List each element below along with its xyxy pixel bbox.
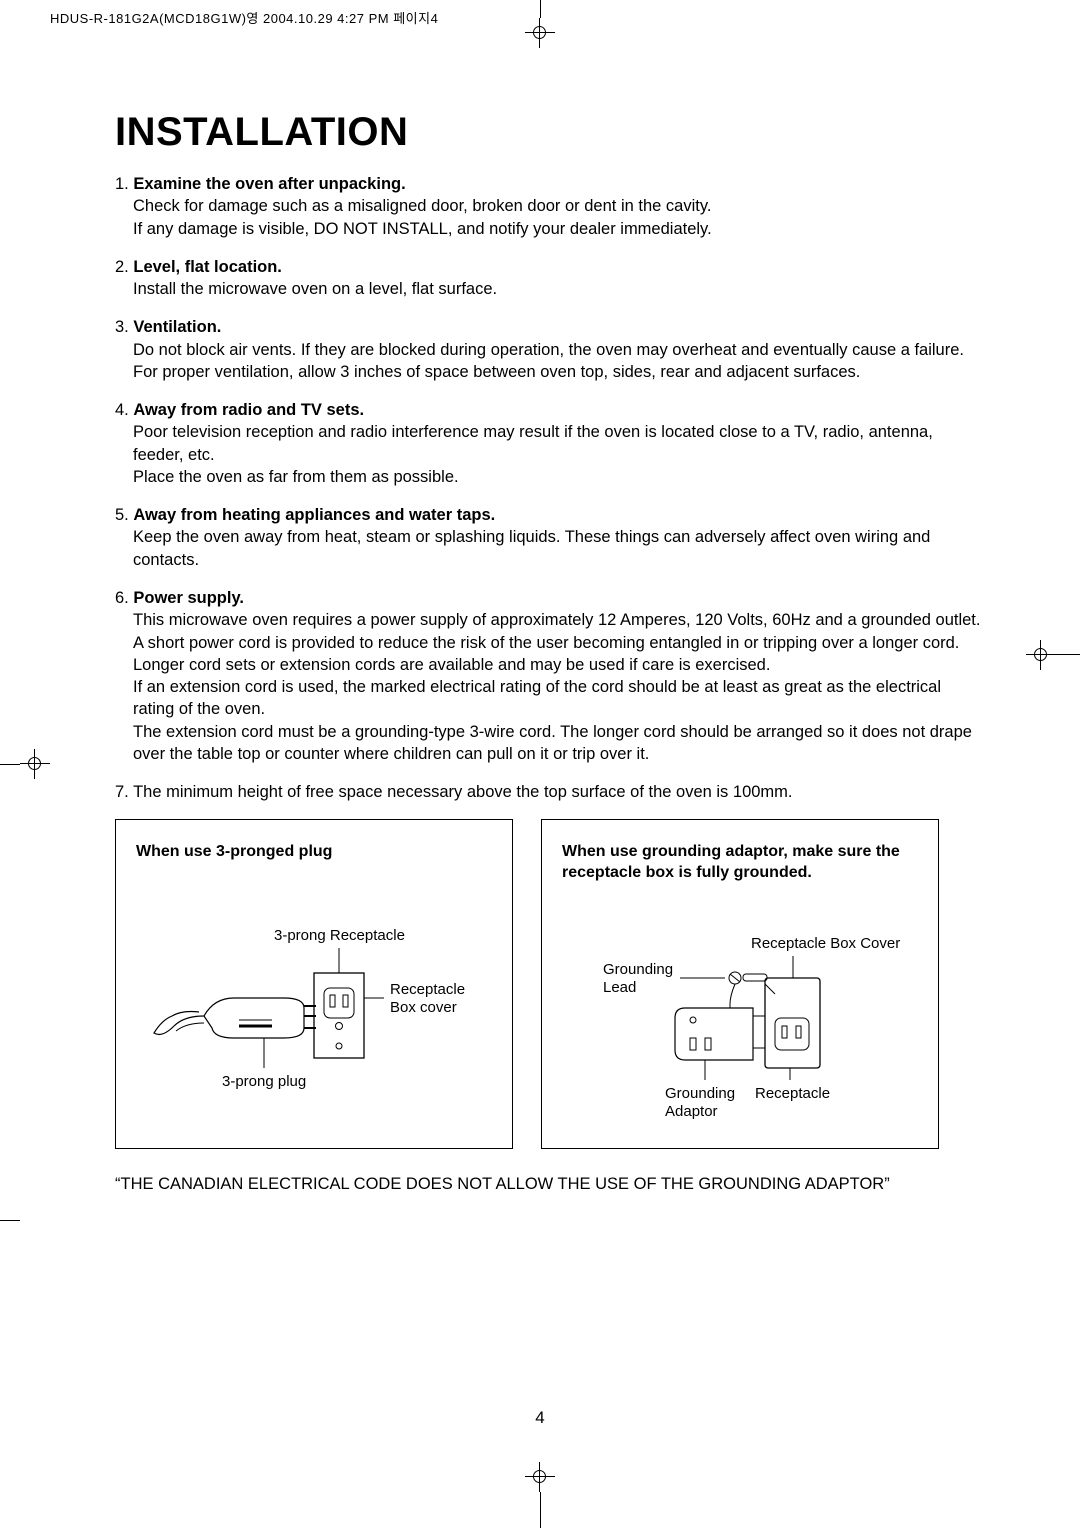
page-content: INSTALLATION 1. Examine the oven after u… [115,110,985,1194]
crop-mark-right [1026,640,1056,670]
item-number: 6. [115,589,129,607]
item-heading: Power supply. [133,589,244,607]
item-body: The minimum height of free space necessa… [133,783,792,801]
label-box-cover: Receptacle [390,981,465,998]
item-heading: Examine the oven after unpacking. [133,175,405,193]
item-heading: Away from radio and TV sets. [133,401,364,419]
item-body: Poor television reception and radio inte… [115,421,985,488]
item-body: Check for damage such as a misaligned do… [115,195,985,240]
list-item: 7. The minimum height of free space nece… [115,781,985,803]
diagram-graphic: 3-prong Receptacle Receptacle Box cover … [116,898,512,1128]
diagram-title: When use 3-pronged plug [136,842,492,863]
item-body: Do not block air vents. If they are bloc… [115,339,985,384]
crop-mark [0,1220,20,1221]
item-body: Install the microwave oven on a level, f… [115,278,985,300]
crop-mark [1056,654,1080,655]
item-number: 1. [115,175,129,193]
list-item: 6. Power supply. This microwave oven req… [115,587,985,765]
crop-mark [0,764,20,765]
item-heading: Ventilation. [133,318,221,336]
crop-mark-bottom [0,1462,1080,1492]
item-heading: Away from heating appliances and water t… [133,506,495,524]
svg-text:Lead: Lead [603,979,636,996]
label-3prong-plug: 3-prong plug [222,1073,306,1090]
item-number: 4. [115,401,129,419]
item-number: 5. [115,506,129,524]
diagram-graphic: Grounding Lead Receptacle Box Cover Grou… [542,908,938,1128]
list-item: 3. Ventilation. Do not block air vents. … [115,316,985,383]
item-number: 3. [115,318,129,336]
warning-text: “THE CANADIAN ELECTRICAL CODE DOES NOT A… [115,1175,985,1194]
diagram-3prong: When use 3-pronged plug [115,819,513,1149]
item-number: 2. [115,258,129,276]
label-box-cover-2: Box cover [390,999,457,1016]
diagram-title: When use grounding adaptor, make sure th… [562,842,918,884]
item-heading: Level, flat location. [133,258,282,276]
page-title: INSTALLATION [115,110,985,155]
diagram-grounding-adaptor: When use grounding adaptor, make sure th… [541,819,939,1149]
list-item: 4. Away from radio and TV sets. Poor tel… [115,399,985,488]
list-item: 2. Level, flat location. Install the mic… [115,256,985,301]
list-item: 5. Away from heating appliances and wate… [115,504,985,571]
label-receptacle: Receptacle [755,1085,830,1102]
crop-mark-left [20,0,50,1528]
item-number: 7. [115,783,129,801]
instruction-list: 1. Examine the oven after unpacking. Che… [115,173,985,803]
crop-mark [540,0,541,18]
item-body: Keep the oven away from heat, steam or s… [115,526,985,571]
list-item: 1. Examine the oven after unpacking. Che… [115,173,985,240]
svg-text:Grounding: Grounding [603,961,673,978]
item-body: This microwave oven requires a power sup… [115,609,985,765]
svg-text:Adaptor: Adaptor [665,1103,718,1120]
svg-text:Grounding: Grounding [665,1085,735,1102]
crop-mark [540,1492,541,1528]
diagram-row: When use 3-pronged plug [115,819,985,1149]
label-3prong-receptacle: 3-prong Receptacle [274,927,405,944]
page-number: 4 [0,1408,1080,1428]
label-box-cover: Receptacle Box Cover [751,935,900,952]
